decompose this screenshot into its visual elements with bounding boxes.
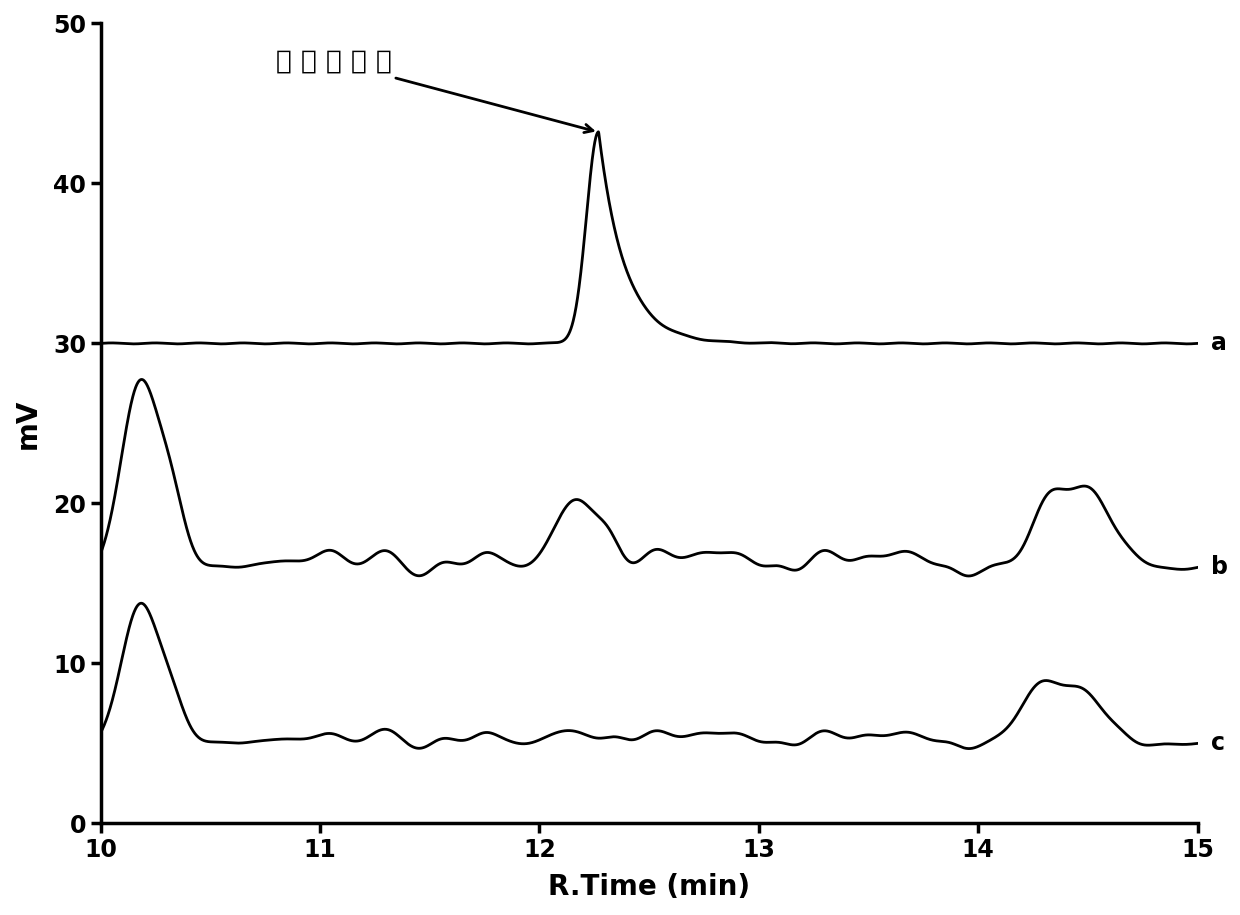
Text: 衍 生 化 产 物: 衍 生 化 产 物 xyxy=(277,48,593,133)
Text: c: c xyxy=(1210,731,1225,756)
Text: a: a xyxy=(1210,331,1226,355)
Y-axis label: mV: mV xyxy=(14,398,42,448)
X-axis label: R.Time (min): R.Time (min) xyxy=(548,873,750,901)
Text: b: b xyxy=(1210,555,1228,579)
